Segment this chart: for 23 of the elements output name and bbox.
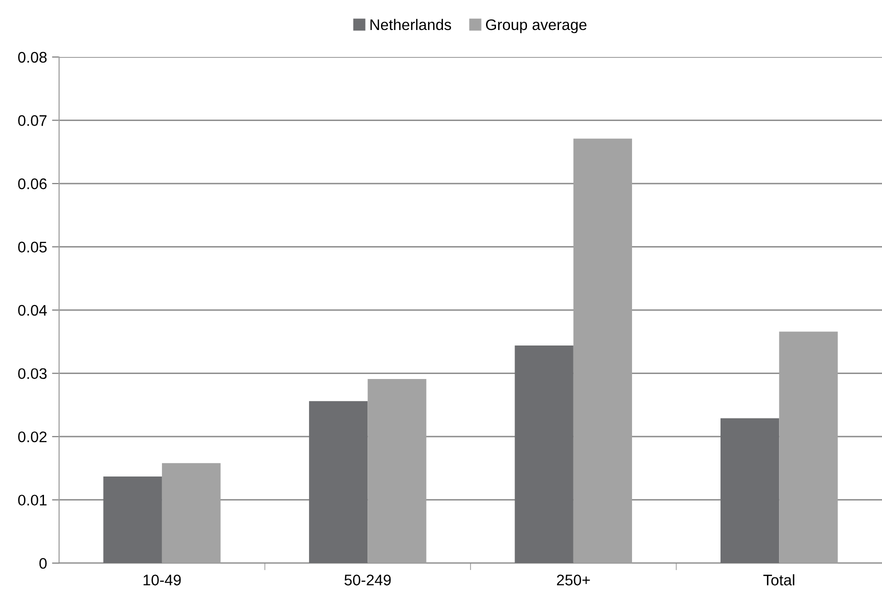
x-tick-label: 250+: [556, 574, 590, 586]
bar: [309, 401, 368, 564]
bar: [720, 418, 780, 564]
y-tick-label: 0: [39, 558, 47, 569]
legend-label: Group average: [486, 19, 586, 34]
bar: [514, 345, 574, 564]
bar: [162, 463, 221, 564]
y-tick-label: 0.07: [18, 115, 47, 126]
bar: [368, 379, 426, 564]
bar: [103, 476, 162, 564]
bar: [779, 332, 838, 564]
x-tick-label: 10-49: [144, 574, 181, 586]
x-tick-label: Total: [763, 574, 794, 586]
bar: [573, 138, 632, 564]
y-tick-label: 0.03: [18, 368, 47, 380]
y-tick-label: 0.06: [18, 178, 47, 190]
y-tick-label: 0.04: [18, 304, 47, 316]
legend-label: Netherlands: [370, 18, 452, 30]
y-tick-label: 0.05: [18, 242, 47, 252]
y-tick-label: 0.08: [18, 52, 47, 63]
y-tick-label: 0.02: [18, 431, 47, 442]
y-tick-label: 0.01: [18, 494, 47, 506]
x-tick-label: 50-249: [344, 574, 391, 586]
